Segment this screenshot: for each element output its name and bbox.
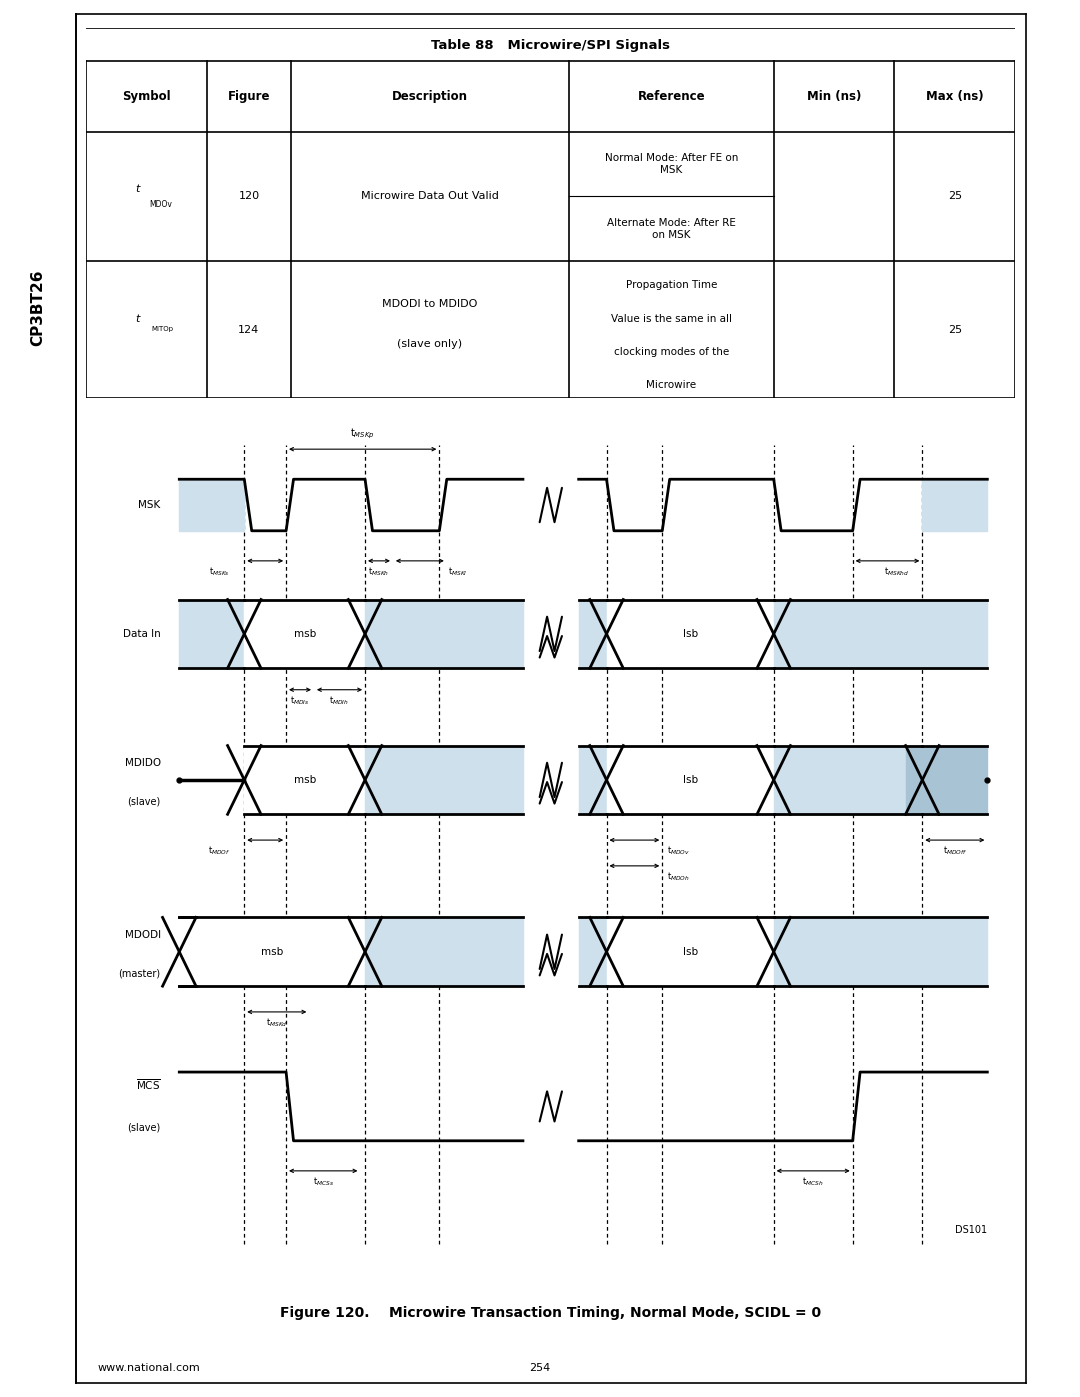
Text: MITOp: MITOp <box>151 326 174 332</box>
Text: lsb: lsb <box>683 629 698 638</box>
Text: Figure 120.    Microwire Transaction Timing, Normal Mode, SCIDL = 0: Figure 120. Microwire Transaction Timing… <box>280 1306 822 1320</box>
Text: MDODI: MDODI <box>124 929 161 940</box>
Text: Table 88   Microwire/SPI Signals: Table 88 Microwire/SPI Signals <box>431 39 671 52</box>
Text: Data In: Data In <box>123 629 161 638</box>
Text: msb: msb <box>294 775 315 785</box>
Text: $\overline{\rm MCS}$: $\overline{\rm MCS}$ <box>136 1077 161 1092</box>
Text: Figure: Figure <box>228 89 270 103</box>
Text: MDOv: MDOv <box>149 200 172 210</box>
Text: 25: 25 <box>948 191 962 201</box>
Text: (slave): (slave) <box>127 796 161 806</box>
Text: (master): (master) <box>119 968 161 978</box>
Text: t$_{MDOff}$: t$_{MDOff}$ <box>943 844 967 856</box>
Text: t$_{MSKs}$: t$_{MSKs}$ <box>210 566 230 577</box>
Text: t: t <box>135 313 139 324</box>
Text: clocking modes of the: clocking modes of the <box>613 346 729 356</box>
Text: t$_{MSKh}$: t$_{MSKh}$ <box>368 566 390 577</box>
Text: www.national.com: www.national.com <box>97 1362 200 1373</box>
Text: MDODI to MDIDO: MDODI to MDIDO <box>382 299 477 309</box>
Text: t$_{MDIh}$: t$_{MDIh}$ <box>329 694 350 707</box>
Text: Microwire: Microwire <box>647 380 697 390</box>
Text: Reference: Reference <box>637 89 705 103</box>
Text: msb: msb <box>261 947 283 957</box>
Text: Value is the same in all: Value is the same in all <box>611 313 732 324</box>
Text: DS101: DS101 <box>955 1225 987 1235</box>
Text: Normal Mode: After FE on
MSK: Normal Mode: After FE on MSK <box>605 154 739 175</box>
Text: t$_{MSKd}$: t$_{MSKd}$ <box>266 1016 287 1028</box>
Text: 120: 120 <box>239 191 259 201</box>
Text: Max (ns): Max (ns) <box>926 89 984 103</box>
Text: t$_{MSKp}$: t$_{MSKp}$ <box>350 426 375 440</box>
Text: Min (ns): Min (ns) <box>807 89 861 103</box>
Text: 25: 25 <box>948 324 962 335</box>
Text: t$_{MCSs}$: t$_{MCSs}$ <box>312 1175 334 1187</box>
Text: lsb: lsb <box>683 947 698 957</box>
Text: t$_{MDOf}$: t$_{MDOf}$ <box>208 844 230 856</box>
Text: (slave): (slave) <box>127 1123 161 1133</box>
Text: Microwire Data Out Valid: Microwire Data Out Valid <box>361 191 499 201</box>
Text: Description: Description <box>392 89 468 103</box>
Text: MDIDO: MDIDO <box>124 757 161 768</box>
Text: t$_{MCSh}$: t$_{MCSh}$ <box>802 1175 824 1187</box>
Text: t: t <box>135 184 139 194</box>
Text: Symbol: Symbol <box>122 89 171 103</box>
Text: Propagation Time: Propagation Time <box>625 281 717 291</box>
Text: t$_{MDOv}$: t$_{MDOv}$ <box>667 844 690 856</box>
Text: lsb: lsb <box>683 775 698 785</box>
Text: 124: 124 <box>239 324 259 335</box>
Text: t$_{MSKhd}$: t$_{MSKhd}$ <box>885 566 909 577</box>
Text: t$_{MSKl}$: t$_{MSKl}$ <box>448 566 468 577</box>
Text: 254: 254 <box>529 1362 551 1373</box>
Text: t$_{MDOh}$: t$_{MDOh}$ <box>667 870 690 883</box>
Text: Alternate Mode: After RE
on MSK: Alternate Mode: After RE on MSK <box>607 218 735 239</box>
Text: msb: msb <box>294 629 315 638</box>
Text: MSK: MSK <box>138 500 161 510</box>
Text: CP3BT26: CP3BT26 <box>30 270 45 345</box>
Text: (slave only): (slave only) <box>397 339 462 349</box>
Text: t$_{MDIs}$: t$_{MDIs}$ <box>291 694 310 707</box>
